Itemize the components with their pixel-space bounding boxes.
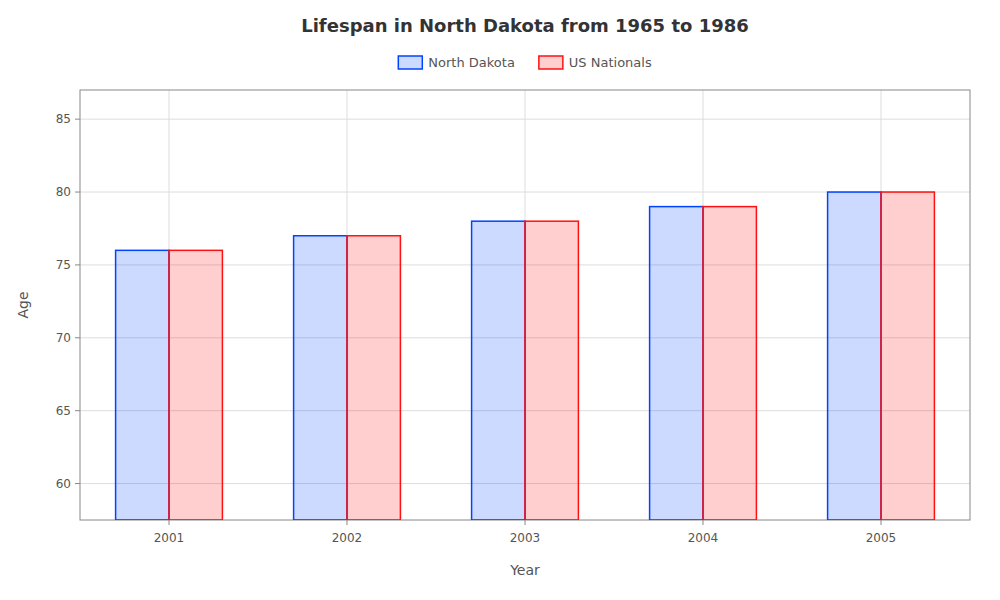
y-tick-label: 65 (56, 404, 71, 418)
bar (525, 221, 578, 520)
y-tick (75, 483, 80, 484)
y-tick-label: 60 (56, 477, 71, 491)
y-tick (75, 192, 80, 193)
x-axis: 2001 2002 2003 2004 2005 (154, 520, 897, 545)
x-tick (703, 520, 704, 525)
y-axis: 60 65 70 75 80 85 (56, 112, 80, 490)
y-tick-label: 80 (56, 185, 71, 199)
chart-container: 60 65 70 75 80 85 2001 2002 2003 2004 2005 Year Age L… (0, 0, 1000, 600)
legend-item: North Dakota (398, 55, 515, 70)
x-tick (525, 520, 526, 525)
x-axis-label: Year (509, 562, 540, 578)
x-tick (169, 520, 170, 525)
bar (169, 250, 222, 520)
x-tick-label: 2005 (866, 531, 897, 545)
bar (703, 207, 756, 520)
x-tick (881, 520, 882, 525)
y-tick (75, 410, 80, 411)
legend: North Dakota US Nationals (398, 55, 652, 70)
bar (828, 192, 881, 520)
bar (116, 250, 169, 520)
legend-label: North Dakota (428, 55, 515, 70)
legend-label: US Nationals (569, 55, 652, 70)
bar (650, 207, 703, 520)
x-tick-label: 2001 (154, 531, 185, 545)
x-tick (347, 520, 348, 525)
x-tick-label: 2003 (510, 531, 541, 545)
legend-item: US Nationals (539, 55, 652, 70)
bar (881, 192, 934, 520)
y-axis-label: Age (15, 291, 31, 318)
y-tick (75, 264, 80, 265)
grid (80, 90, 970, 520)
y-tick-label: 75 (56, 258, 71, 272)
y-tick (75, 119, 80, 120)
y-tick (75, 337, 80, 338)
bar (472, 221, 525, 520)
legend-swatch (398, 56, 422, 69)
bar (294, 236, 347, 520)
y-tick-label: 85 (56, 112, 71, 126)
legend-swatch (539, 56, 563, 69)
x-tick-label: 2002 (332, 531, 363, 545)
chart-svg: 60 65 70 75 80 85 2001 2002 2003 2004 2005 Year Age L… (0, 0, 1000, 600)
bars (116, 192, 935, 520)
y-tick-label: 70 (56, 331, 71, 345)
plot-frame (80, 90, 970, 520)
bar (347, 236, 400, 520)
title: Lifespan in North Dakota from 1965 to 19… (301, 15, 749, 36)
x-tick-label: 2004 (688, 531, 719, 545)
